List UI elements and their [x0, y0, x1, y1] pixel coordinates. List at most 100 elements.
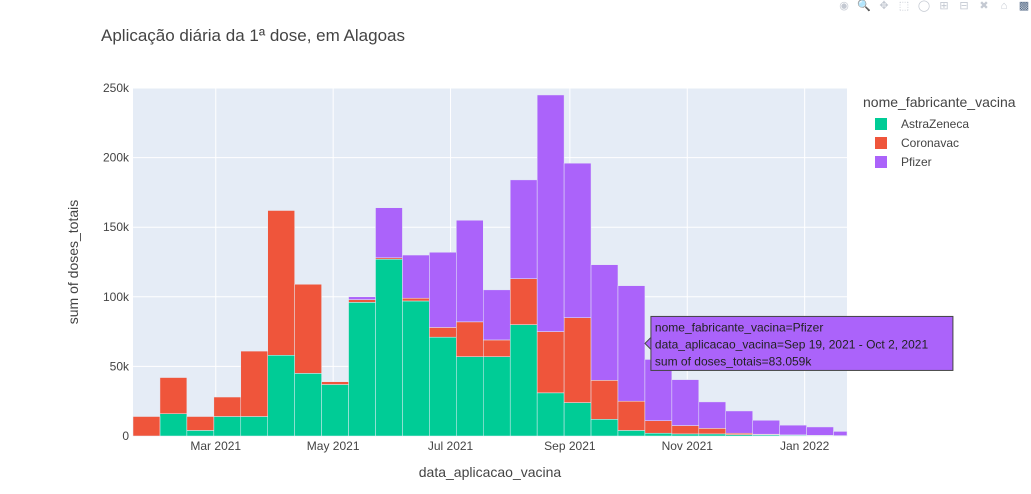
bar-astrazeneca[interactable] — [429, 336, 457, 437]
bar-coronavac[interactable] — [456, 321, 484, 357]
bar-coronavac[interactable] — [132, 416, 161, 437]
bar-coronavac[interactable] — [186, 416, 215, 431]
chart-title: Aplicação diária da 1ª dose, em Alagoas — [101, 26, 405, 45]
bar-pfizer[interactable] — [806, 426, 834, 436]
bar-astrazeneca[interactable] — [698, 433, 727, 437]
bar-coronavac[interactable] — [267, 210, 295, 356]
x-tick-label: Jul 2021 — [428, 439, 474, 453]
bar-astrazeneca[interactable] — [267, 355, 295, 437]
bar-pfizer[interactable] — [590, 264, 619, 381]
bar-pfizer[interactable] — [348, 296, 376, 300]
legend-item-astrazeneca[interactable]: AstraZeneca — [875, 117, 969, 131]
legend-label: Coronavac — [901, 136, 959, 150]
bar-coronavac[interactable] — [159, 377, 188, 414]
bar-astrazeneca[interactable] — [240, 416, 268, 437]
bar-pfizer[interactable] — [779, 424, 807, 436]
box-select-icon[interactable]: ⬚ — [898, 0, 910, 12]
bar-coronavac[interactable] — [617, 400, 646, 431]
bar-astrazeneca[interactable] — [294, 373, 322, 437]
bar-coronavac[interactable] — [644, 420, 673, 434]
bar-coronavac[interactable] — [402, 297, 430, 302]
bar-astrazeneca[interactable] — [509, 324, 538, 437]
x-tick-label: Mar 2021 — [190, 439, 241, 453]
zoom-out-icon[interactable]: ⊟ — [959, 0, 969, 12]
bar-coronavac[interactable] — [671, 425, 700, 435]
bar-astrazeneca[interactable] — [402, 300, 430, 437]
y-axis-ticks: 0 50k 100k 150k 200k 250k — [103, 81, 130, 443]
legend: nome_fabricante_vacina AstraZeneca Corona… — [863, 94, 1016, 169]
zoom-icon[interactable]: 🔍 — [857, 0, 871, 12]
legend-item-coronavac[interactable]: Coronavac — [875, 136, 959, 150]
legend-item-pfizer[interactable]: Pfizer — [875, 155, 932, 169]
legend-title: nome_fabricante_vacina — [863, 94, 1016, 110]
y-tick-label: 200k — [103, 151, 130, 165]
bar-pfizer[interactable] — [833, 431, 848, 436]
bar-pfizer[interactable] — [617, 285, 646, 402]
y-axis-title: sum of doses_totais — [65, 200, 81, 325]
bar-astrazeneca[interactable] — [375, 258, 403, 437]
pan-icon[interactable]: ✥ — [879, 0, 889, 12]
bar-pfizer[interactable] — [483, 289, 511, 341]
bar-coronavac[interactable] — [563, 317, 592, 403]
bar-pfizer[interactable] — [402, 254, 430, 299]
bar-coronavac[interactable] — [294, 284, 322, 374]
legend-swatch — [875, 137, 887, 149]
bar-pfizer[interactable] — [509, 179, 538, 279]
bar-astrazeneca[interactable] — [348, 302, 376, 437]
bar-coronavac[interactable] — [429, 327, 457, 338]
x-tick-label: Sep 2021 — [544, 439, 596, 453]
bar-astrazeneca[interactable] — [671, 433, 700, 437]
bar-pfizer[interactable] — [456, 219, 484, 323]
bar-coronavac[interactable] — [509, 278, 538, 325]
bar-astrazeneca[interactable] — [456, 356, 484, 437]
bar-astrazeneca[interactable] — [644, 432, 673, 437]
bar-coronavac[interactable] — [590, 380, 619, 420]
bar-pfizer[interactable] — [698, 401, 727, 429]
bar-coronavac[interactable] — [321, 381, 349, 385]
y-tick-label: 150k — [103, 220, 130, 234]
hover-line-date-range: data_aplicacao_vacina=Sep 19, 2021 - Oct… — [655, 337, 929, 351]
bar-astrazeneca[interactable] — [563, 402, 592, 437]
bar-astrazeneca[interactable] — [617, 430, 646, 437]
modebar: ◉ 🔍 ✥ ⬚ ◯ ⊞ ⊟ ✖ ⌂ ▩ — [837, 0, 1031, 14]
bar-coronavac[interactable] — [240, 350, 268, 417]
bar-astrazeneca[interactable] — [483, 356, 511, 437]
bar-pfizer[interactable] — [671, 379, 700, 426]
bar-pfizer[interactable] — [375, 207, 403, 259]
x-axis-title: data_aplicacao_vacina — [419, 464, 562, 480]
legend-label: AstraZeneca — [901, 117, 969, 131]
x-tick-label: Nov 2021 — [662, 439, 714, 453]
bar-astrazeneca[interactable] — [590, 419, 619, 437]
bar-astrazeneca[interactable] — [213, 416, 242, 437]
bar-pfizer[interactable] — [563, 162, 592, 318]
bar-coronavac[interactable] — [348, 299, 376, 303]
legend-label: Pfizer — [901, 155, 932, 169]
bar-pfizer[interactable] — [536, 94, 565, 332]
bar-coronavac[interactable] — [536, 331, 565, 394]
x-tick-label: May 2021 — [307, 439, 360, 453]
bar-coronavac[interactable] — [483, 339, 511, 357]
bar-astrazeneca[interactable] — [536, 392, 565, 437]
y-tick-label: 50k — [110, 359, 130, 373]
bar-pfizer[interactable] — [725, 410, 753, 434]
reset-axes-icon[interactable]: ⌂ — [1000, 0, 1008, 12]
y-tick-label: 100k — [103, 290, 130, 304]
lasso-select-icon[interactable]: ◯ — [917, 0, 931, 12]
bars — [132, 94, 848, 437]
bar-coronavac[interactable] — [213, 396, 242, 417]
bar-astrazeneca[interactable] — [321, 384, 349, 437]
bar-astrazeneca[interactable] — [186, 430, 215, 437]
legend-swatch — [875, 156, 887, 168]
bar-pfizer[interactable] — [752, 420, 780, 435]
plotly-logo-icon[interactable]: ▩ — [1018, 0, 1030, 12]
bar-coronavac[interactable] — [698, 428, 727, 435]
x-tick-label: Jan 2022 — [780, 439, 830, 453]
autoscale-icon[interactable]: ✖ — [979, 0, 989, 12]
x-axis-ticks: Mar 2021 May 2021 Jul 2021 Sep 2021 Nov 2021… — [190, 439, 829, 453]
bar-astrazeneca[interactable] — [159, 413, 188, 437]
bar-pfizer[interactable] — [429, 252, 457, 328]
zoom-in-icon[interactable]: ⊞ — [939, 0, 949, 12]
camera-icon[interactable]: ◉ — [839, 0, 849, 12]
y-tick-label: 0 — [122, 429, 129, 443]
